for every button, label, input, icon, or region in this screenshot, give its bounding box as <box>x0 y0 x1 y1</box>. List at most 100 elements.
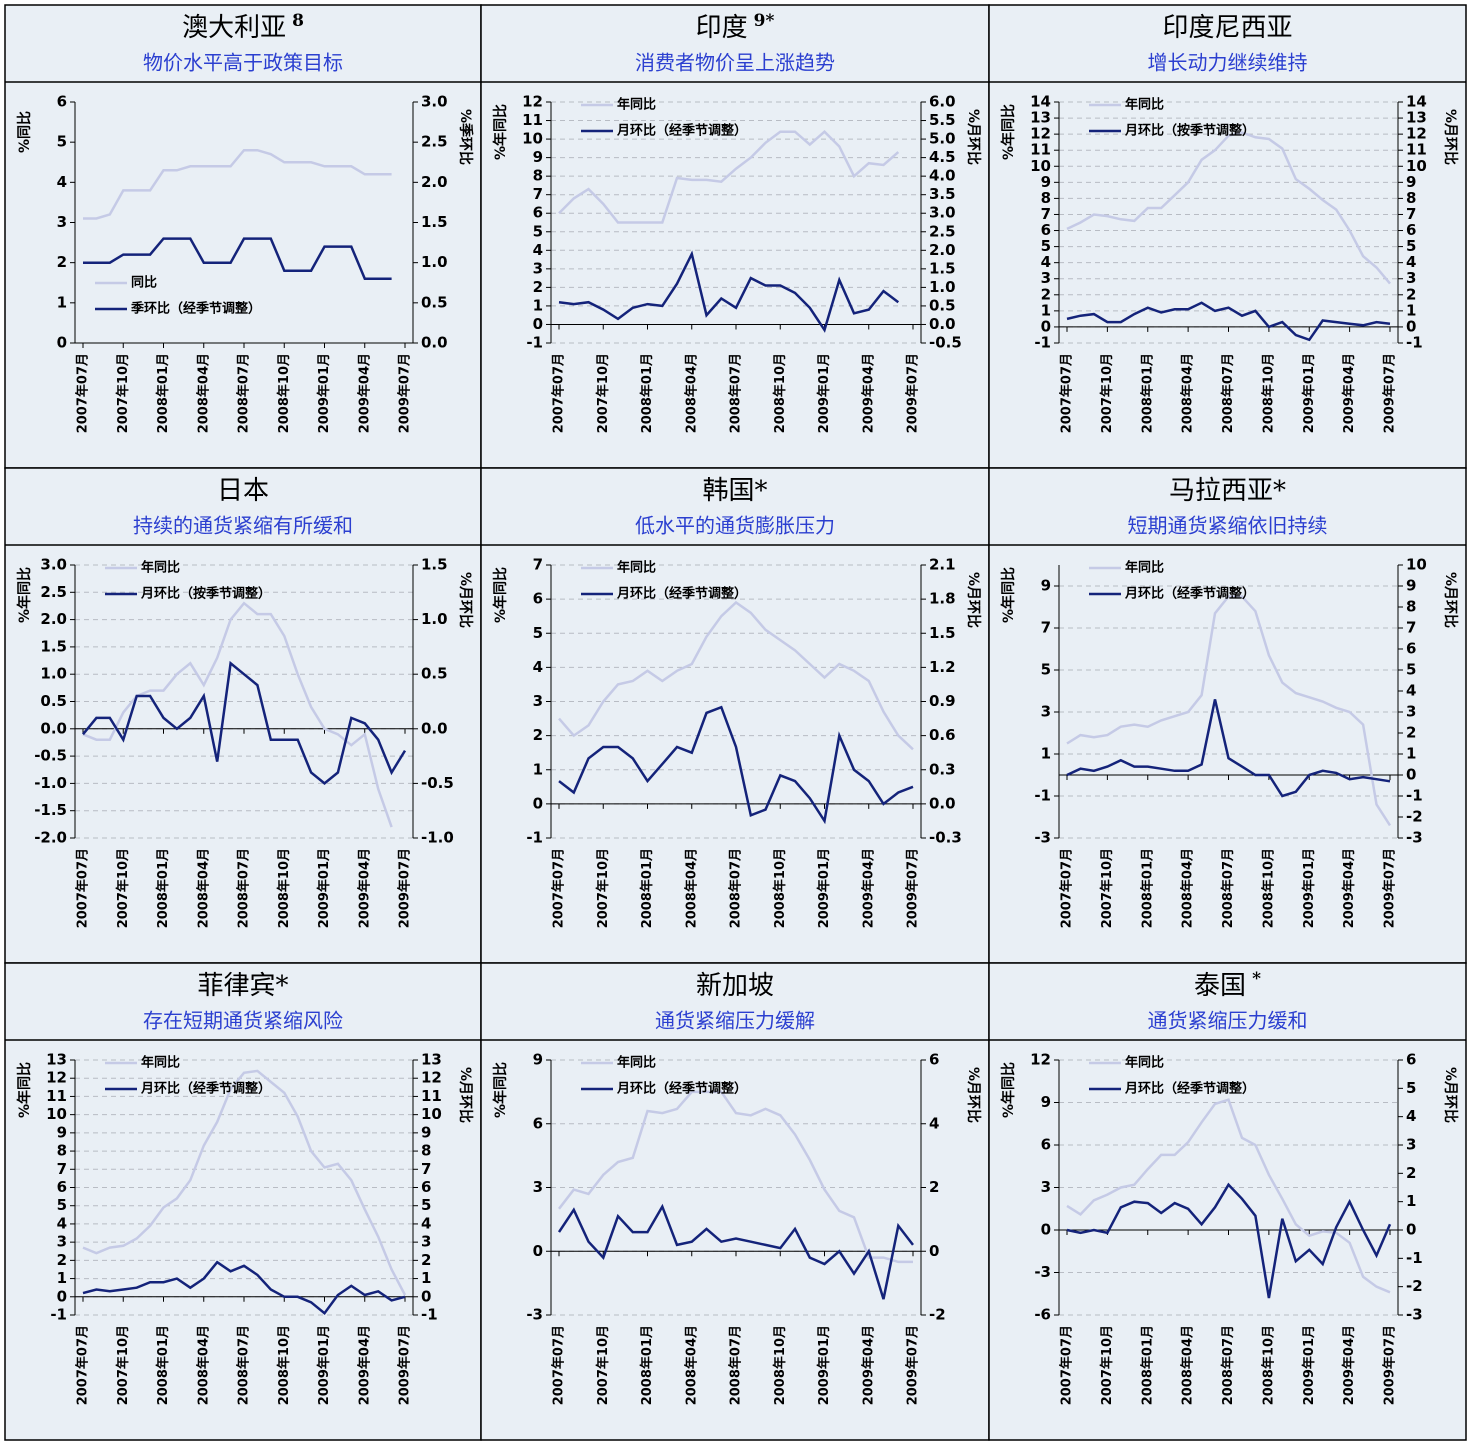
y2-tick-label: 3.5 <box>929 185 956 203</box>
chart-subtitle: 通货紧缩压力缓和 <box>1148 1009 1308 1033</box>
series-line <box>83 237 392 280</box>
y2-tick-label: 10 <box>421 1105 442 1123</box>
series-line <box>1066 301 1391 342</box>
legend-label: 月环比（经季节调整） <box>1124 586 1255 602</box>
x-tick-label: 2008年04月 <box>1180 353 1196 433</box>
y2-tick-label: 2 <box>1406 1164 1416 1182</box>
series-line <box>1066 131 1391 285</box>
y2-tick-label: 10 <box>1406 556 1427 574</box>
chart-title: 新加坡 <box>696 971 774 1001</box>
y-tick-label: 3 <box>533 259 543 277</box>
series-line <box>82 1260 406 1315</box>
series-line <box>1066 699 1391 798</box>
y2-tick-label: 7 <box>1406 205 1416 223</box>
y-tick-label: 4 <box>533 658 543 676</box>
y-tick-label: 3 <box>57 1233 67 1251</box>
y2-tick-label: 2 <box>1406 285 1416 303</box>
y-tick-label: 3 <box>1041 1178 1051 1196</box>
x-tick-label: 2009年07月 <box>905 353 921 433</box>
y-tick-label: 0 <box>533 1242 543 1260</box>
y2-axis-label: %月环比 <box>1442 109 1459 165</box>
y-tick-label: 3.0 <box>40 556 67 574</box>
y-tick-label: 4 <box>533 241 543 259</box>
y2-tick-label: 6 <box>1406 221 1416 239</box>
y2-tick-label: 0 <box>1406 317 1416 335</box>
legend-label: 年同比 <box>141 1055 180 1071</box>
series-line <box>1066 595 1392 827</box>
x-tick-label: 2008年04月 <box>1180 1325 1196 1405</box>
y2-tick-label: 5 <box>1406 661 1416 679</box>
y2-tick-label: 4.0 <box>929 167 956 185</box>
y-tick-label: 11 <box>1030 141 1051 159</box>
chart-subtitle: 增长动力继续维持 <box>1148 51 1308 75</box>
y-axis-label: %年同比 <box>492 1062 509 1118</box>
y2-tick-label: -3 <box>1406 829 1423 847</box>
chart-subtitle: 持续的通货紧缩有所缓和 <box>133 514 353 538</box>
y-tick-label: 8 <box>533 167 543 185</box>
chart-title: 马拉西亚* <box>1169 476 1286 506</box>
y-tick-label: -2.0 <box>34 829 67 847</box>
y-tick-label: 12 <box>46 1069 67 1087</box>
y2-tick-label: 1 <box>421 1269 431 1287</box>
series-line <box>1066 1182 1392 1299</box>
panel <box>4 962 482 1441</box>
x-tick-label: 2008年04月 <box>683 1325 699 1405</box>
y2-tick-label: 0.5 <box>929 296 956 314</box>
y-tick-label: 10 <box>522 130 543 148</box>
y2-axis-label: %月环比 <box>965 109 982 165</box>
y2-tick-label: 4.5 <box>929 148 956 166</box>
y2-tick-label: 5 <box>1406 1079 1416 1097</box>
y2-tick-label: 1.5 <box>929 259 956 277</box>
y-tick-label: 5 <box>1041 237 1051 255</box>
x-tick-label: 2008年07月 <box>236 1325 252 1405</box>
y-tick-label: 14 <box>1030 93 1051 111</box>
legend-label: 同比 <box>131 275 157 291</box>
y2-tick-label: 4 <box>929 1114 939 1132</box>
y2-tick-label: 1.0 <box>421 253 448 271</box>
series-line <box>82 1069 407 1296</box>
y-tick-label: 12 <box>1030 1051 1051 1069</box>
series-line <box>558 129 900 224</box>
chart-title: 印度 9* <box>696 11 775 44</box>
title-text: 泰国 <box>1194 971 1246 1001</box>
y-tick-label: 7 <box>533 185 543 203</box>
panel <box>988 467 1467 964</box>
x-tick-label: 2009年04月 <box>860 1325 876 1405</box>
x-tick-label: 2008年10月 <box>1260 1325 1276 1405</box>
title-text: 马拉西亚* <box>1169 476 1286 506</box>
x-tick-label: 2008年07月 <box>728 353 744 433</box>
series-line <box>1066 1098 1391 1294</box>
y2-tick-label: -2 <box>1406 1277 1423 1295</box>
y-tick-label: 13 <box>46 1051 67 1069</box>
y2-tick-label: 13 <box>1406 109 1427 127</box>
y2-tick-label: 12 <box>1406 125 1427 143</box>
panel <box>480 467 990 964</box>
y-tick-label: 8 <box>57 1142 67 1160</box>
y-tick-label: 3 <box>1041 269 1051 287</box>
y-tick-label: 6 <box>57 1178 67 1196</box>
y2-tick-label: 0.0 <box>421 334 448 352</box>
y-tick-label: 9 <box>1041 577 1051 595</box>
y2-axis-label: %月环比 <box>1442 572 1459 628</box>
y2-tick-label: -1 <box>1406 787 1423 805</box>
y-tick-label: 7 <box>533 556 543 574</box>
series-line <box>558 250 900 333</box>
y2-tick-label: 6 <box>1406 1051 1416 1069</box>
x-tick-label: 2008年01月 <box>155 848 171 928</box>
series-line <box>558 1090 913 1264</box>
x-tick-label: 2009年07月 <box>1382 353 1398 433</box>
y-tick-label: 4 <box>57 173 67 191</box>
y-tick-label: 9 <box>1041 1093 1051 1111</box>
y2-tick-label: 0.5 <box>421 665 448 683</box>
y2-tick-label: -1 <box>421 1306 438 1324</box>
y-tick-label: 1 <box>1041 301 1051 319</box>
y-tick-label: 5 <box>533 222 543 240</box>
y-tick-label: -0.5 <box>34 747 67 765</box>
x-tick-label: 2007年10月 <box>115 353 131 433</box>
y-tick-label: -3 <box>526 1306 543 1324</box>
x-tick-label: 2009年01月 <box>316 1325 332 1405</box>
chart-title: 菲律宾* <box>197 971 288 1001</box>
series-line <box>82 660 407 786</box>
x-tick-label: 2007年10月 <box>1099 1325 1115 1405</box>
